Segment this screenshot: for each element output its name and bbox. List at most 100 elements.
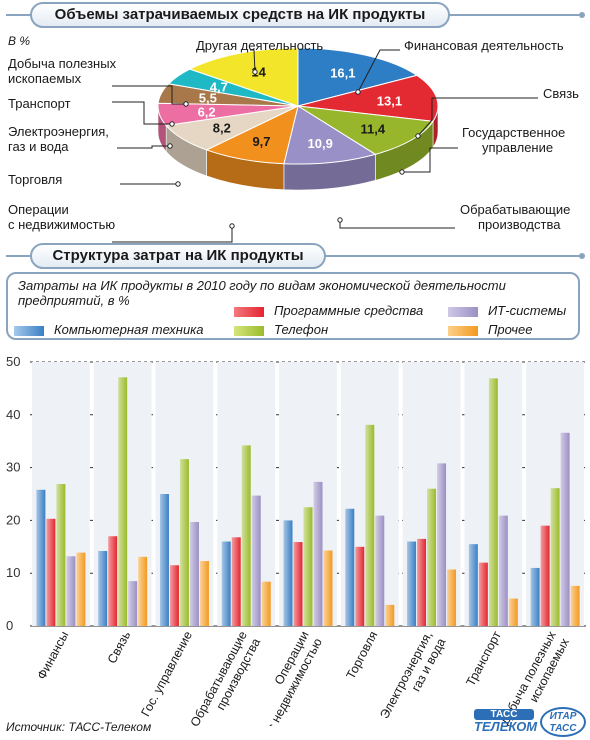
pie-slice	[188, 47, 299, 107]
pie-leader-line	[112, 85, 186, 105]
legend-phone: Телефон	[234, 322, 328, 337]
bar-software	[231, 537, 241, 626]
bar-computer	[530, 567, 540, 626]
pie-value-label: 16,1	[330, 66, 355, 81]
x-category-label: Финансы	[35, 629, 72, 682]
pie-leader-line	[339, 220, 455, 229]
tass-telecom-logo: ТАСС ТЕЛЕКОМ	[474, 709, 538, 734]
legend-label-computer: Компьютерная техника	[54, 322, 204, 337]
bar-it	[498, 515, 508, 626]
pie-label-energy: Электроэнергия, газ и вода	[8, 124, 109, 154]
pie-leader-dot	[252, 69, 258, 75]
pie-label-trade: Торговля	[8, 172, 63, 187]
pie-value-label: 9,7	[252, 134, 270, 149]
bar-software	[169, 565, 179, 626]
itar-logo-top: ИТАР	[549, 711, 577, 722]
bar-software	[417, 538, 427, 626]
legend-label-software: Программные средства	[274, 303, 424, 318]
bar-other	[323, 550, 333, 626]
bar-other	[138, 556, 148, 626]
pie-value-label: 13,1	[377, 93, 402, 108]
x-category-label: Гос. управление	[138, 629, 195, 719]
bar-it	[189, 521, 199, 626]
itar-tass-logo: ИТАР ТАСС	[540, 707, 586, 737]
pie-label-gov-line1: Государственное	[462, 125, 566, 140]
bar-other	[447, 569, 457, 626]
bar-it	[66, 556, 76, 626]
pie-leader-dot	[175, 181, 181, 187]
pie-label-transport: Транспорт	[8, 96, 71, 111]
tass-logo-bottom: ТЕЛЕКОМ	[474, 719, 538, 734]
pie-label-processing-line2: производства	[478, 217, 561, 232]
x-category-label: Торговля	[344, 629, 381, 682]
bar-phone	[118, 377, 128, 626]
legend-swatch-it	[448, 306, 478, 317]
bar-computer	[159, 494, 169, 626]
pie-leader-line	[402, 147, 458, 173]
bar-it	[251, 495, 261, 626]
pie-label-processing-line1: Обрабатывающие	[460, 202, 571, 217]
pie-slice	[297, 105, 434, 155]
y-tick-label: 30	[6, 460, 20, 475]
x-category-label: Связь	[105, 629, 134, 666]
bar-other	[261, 581, 271, 626]
bar-software	[478, 562, 488, 626]
bar-computer	[221, 541, 231, 626]
bar-computer	[283, 520, 293, 626]
bar-it	[560, 432, 570, 626]
pie-value-label: 4,7	[210, 79, 228, 94]
pie-value-label: 10,9	[308, 136, 333, 151]
bar-it	[375, 515, 385, 626]
banner2-rule-end	[579, 253, 585, 259]
pie-label-mining-line2: ископаемых	[8, 71, 82, 86]
legend-computer: Компьютерная техника	[14, 322, 204, 337]
pie-slice	[297, 47, 419, 107]
tass-logo-top: ТАСС	[474, 709, 534, 720]
pie-leader-line	[417, 97, 538, 137]
bar-phone	[488, 378, 498, 626]
bar-software	[293, 542, 303, 626]
legend-it: ИТ-системы	[448, 303, 566, 318]
y-tick-label: 0	[6, 618, 13, 633]
x-category-label: Электроэнергия,газ и вода	[377, 629, 448, 726]
pie-leader-line	[357, 49, 400, 93]
pie-label-gov-line2: управление	[482, 140, 554, 155]
bar-other	[385, 604, 395, 626]
legend-swatch-other	[448, 325, 478, 336]
pie-title: Объемы затрачиваемых средств на ИК проду…	[30, 2, 450, 28]
pie-value-label: 8,2	[213, 121, 231, 136]
x-category-label: Транспорт	[463, 629, 504, 689]
legend-swatch-software	[234, 306, 264, 317]
bar-software	[108, 536, 118, 626]
pie-leader-dot	[169, 121, 175, 127]
pie-leader-dot	[415, 133, 421, 139]
legend-title: Затраты на ИК продукты в 2010 году по ви…	[18, 278, 506, 308]
pie-leader-line	[250, 49, 256, 73]
bar-phone	[56, 483, 66, 626]
pie-label-mining-line1: Добыча полезных	[8, 56, 117, 71]
legend-software: Программные средства	[234, 303, 423, 318]
pie-label-energy-line2: газ и вода	[8, 139, 69, 154]
legend-label-other: Прочее	[488, 322, 533, 337]
pie-value-label: 5,5	[199, 91, 217, 106]
source-note: Источник: ТАСС-Телеком	[6, 720, 152, 734]
bar-phone	[241, 445, 251, 626]
pie-label-mining: Добыча полезных ископаемых	[8, 56, 116, 86]
bar-other	[199, 561, 209, 626]
bar-phone	[365, 424, 375, 626]
pie-leader-dot	[337, 217, 343, 223]
bar-software	[540, 525, 550, 626]
pie-leader-dot	[355, 89, 361, 95]
pie-slice	[205, 105, 299, 165]
pie-label-gov: Государственное управление	[462, 125, 565, 155]
bar-computer	[407, 541, 417, 626]
pie-leader-line	[117, 145, 170, 149]
pie-slice	[283, 105, 377, 165]
pie-leader-dot	[229, 223, 235, 229]
bar-phone	[427, 488, 437, 626]
y-tick-label: 40	[6, 407, 20, 422]
legend-swatch-phone	[234, 325, 264, 336]
bar-phone	[303, 507, 313, 626]
pie-label-energy-line1: Электроэнергия,	[8, 124, 109, 139]
bar-computer	[98, 551, 108, 626]
